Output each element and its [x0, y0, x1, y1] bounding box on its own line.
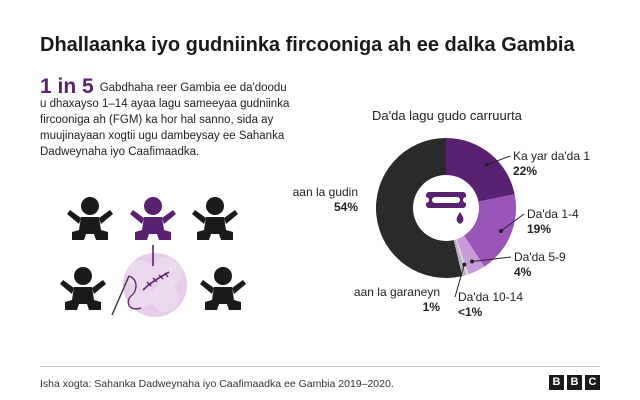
razor-blade-icon — [423, 192, 469, 224]
bbc-logo-letter: B — [549, 375, 564, 390]
footer-divider — [40, 366, 600, 367]
slice-value-label: 22% — [513, 164, 537, 178]
source-note: Isha xogta: Sahanka Dadweynaha iyo Caafi… — [40, 378, 394, 390]
slice-label: aan la gudin — [293, 185, 358, 199]
slice-value-label: <1% — [458, 305, 483, 319]
label-pointer-line — [500, 213, 525, 232]
slice-label: Da'da 1-4 — [527, 207, 579, 221]
label-pointer-line — [471, 256, 512, 262]
slice-label: Da'da 10-14 — [458, 290, 523, 304]
intro-paragraph: 1 in 5 Gabdhaha reer Gambia ee da'doodu u… — [40, 76, 290, 160]
donut-slice — [375, 138, 463, 278]
donut-slice — [446, 138, 515, 202]
bbc-logo-letter: C — [585, 375, 600, 390]
bbc-logo: B B C — [549, 375, 600, 390]
chart-title: Da'da lagu gudo carruurta — [372, 108, 522, 123]
donut-slice — [456, 235, 485, 275]
label-pointer-line — [486, 155, 511, 166]
slice-value-label: 19% — [527, 222, 551, 236]
page-title: Dhallaanka iyo gudniinka fircooniga ah e… — [40, 34, 575, 56]
slice-value-label: 4% — [514, 265, 532, 279]
intro-text: Gabdhaha reer Gambia ee da'doodu u dhaxa… — [40, 82, 290, 158]
donut-slice — [464, 194, 516, 267]
bbc-logo-letter: B — [567, 375, 582, 390]
intro-highlight: 1 in 5 — [40, 75, 94, 98]
slice-label: Da'da 5-9 — [514, 250, 566, 264]
flower-icon — [123, 253, 187, 317]
slice-label: aan la garaneyn — [354, 285, 440, 299]
babies-illustration — [60, 197, 246, 317]
slice-value-label: 54% — [334, 200, 358, 214]
needle-icon — [111, 275, 142, 316]
slice-value-label: 1% — [423, 300, 441, 314]
slice-label: Ka yar da'da 1 — [513, 149, 590, 163]
label-pointer-line — [454, 264, 465, 298]
